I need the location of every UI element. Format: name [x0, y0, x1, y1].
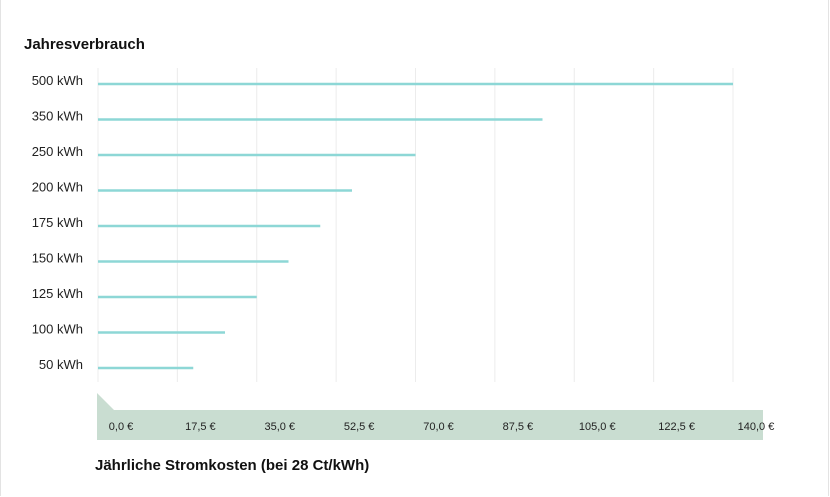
- x-tick-label: 122,5 €: [658, 421, 695, 433]
- chart-title: Jahresverbrauch: [24, 36, 145, 53]
- category-label: 50 kWh: [39, 357, 83, 372]
- category-label: 500 kWh: [32, 73, 83, 88]
- x-axis-band: [97, 393, 763, 440]
- bars: [98, 82, 733, 370]
- x-tick-label: 17,5 €: [185, 421, 216, 433]
- x-tick-label: 140,0 €: [738, 421, 775, 433]
- category-label: 150 kWh: [32, 251, 83, 266]
- x-tick-label: 0,0 €: [109, 421, 133, 433]
- category-label: 100 kWh: [32, 322, 83, 337]
- x-tick-label: 52,5 €: [344, 421, 375, 433]
- category-label: 175 kWh: [32, 215, 83, 230]
- x-tick-labels: 0,0 € 17,5 € 35,0 € 52,5 € 70,0 € 87,5 € 105,0…: [109, 421, 775, 433]
- category-label: 250 kWh: [32, 144, 83, 159]
- category-label: 200 kWh: [32, 180, 83, 195]
- x-tick-label: 87,5 €: [503, 421, 534, 433]
- x-tick-label: 105,0 €: [579, 421, 616, 433]
- category-label: 125 kWh: [32, 286, 83, 301]
- x-axis-title: Jährliche Stromkosten (bei 28 Ct/kWh): [95, 457, 370, 474]
- category-label: 350 kWh: [32, 109, 83, 124]
- category-labels: 500 kWh 350 kWh 250 kWh 200 kWh 175 kWh 150 k…: [32, 73, 83, 372]
- x-tick-label: 35,0 €: [264, 421, 295, 433]
- x-tick-label: 70,0 €: [423, 421, 454, 433]
